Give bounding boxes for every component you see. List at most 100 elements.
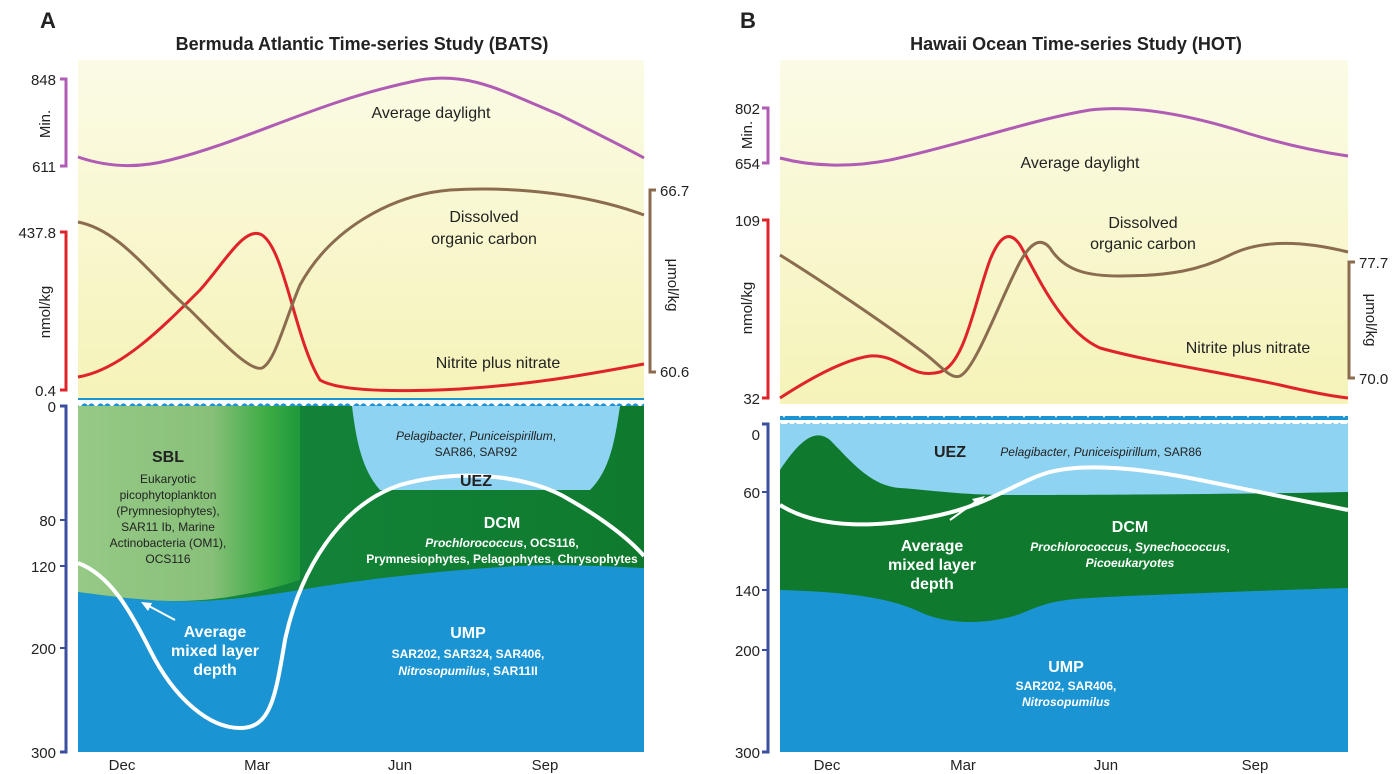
panel-b: B Hawaii Ocean Time-series Study (HOT) 8… [735,8,1388,774]
sbl-zone-label: SBL Eukaryotic picophytoplankton (Prymne… [110,449,227,566]
svg-text:picophytoplankton: picophytoplankton [120,488,217,502]
month-label: Sep [1242,757,1269,774]
nitrate-max-tick: 437.8 [18,225,56,242]
svg-text:Actinobacteria (OM1),: Actinobacteria (OM1), [110,536,227,550]
depth-axis: 0 80 120 200 300 [31,399,68,762]
svg-text:depth: depth [910,576,954,593]
ocean-section [778,416,1349,752]
month-axis: Dec Mar Jun Sep [109,757,559,774]
svg-text:Pelagibacter, Puniceispirillum: Pelagibacter, Puniceispirillum, [396,429,556,443]
uez-zone-label: UEZ Pelagibacter, Puniceispirillum, SAR8… [934,444,1202,461]
nitrate-axis-label: nmol/kg [739,282,756,335]
svg-text:Nitrosopumilus: Nitrosopumilus [1022,695,1110,709]
nitrate-axis: 109 32 nmol/kg [735,213,770,408]
doc-axis-label: μmol/kg [664,259,681,312]
svg-text:(Prymnesiophytes),: (Prymnesiophytes), [116,504,219,518]
depth-tick-2: 140 [735,583,760,600]
panel-title: Bermuda Atlantic Time-series Study (BATS… [176,34,549,54]
svg-text:DCM: DCM [1112,519,1148,536]
doc-curve-label-line2: organic carbon [431,231,537,248]
svg-text:Picoeukaryotes: Picoeukaryotes [1086,556,1175,570]
mixed-layer-depth-curve [77,473,646,731]
top-chart-background [78,60,644,398]
doc-curve-label-line2: organic carbon [1090,236,1196,253]
dcm-zone-label: DCM Prochlorococcus, OCS116, Prymnesioph… [366,515,638,566]
svg-text:UMP: UMP [1048,659,1084,676]
svg-text:DCM: DCM [484,515,520,532]
svg-text:depth: depth [193,662,237,679]
depth-tick-1: 60 [743,485,760,502]
svg-text:SBL: SBL [152,449,184,466]
svg-text:Prochlorococcus, OCS116,: Prochlorococcus, OCS116, [425,536,578,550]
daylight-axis: 848 611 Min. [31,72,68,176]
svg-text:SAR86, SAR92: SAR86, SAR92 [435,445,518,459]
nitrate-min-tick: 0.4 [35,383,56,400]
svg-text:Average: Average [901,538,964,555]
depth-tick-4: 300 [735,745,760,762]
depth-tick-4: 300 [31,745,56,762]
doc-curve [77,187,645,370]
depth-tick-2: 120 [31,559,56,576]
svg-text:SAR202, SAR406,: SAR202, SAR406, [1016,679,1117,693]
ocean-section [77,398,646,752]
daylight-curve-label: Average daylight [1021,155,1140,172]
svg-text:mixed layer: mixed layer [171,643,259,660]
panel-a: A Bermuda Atlantic Time-series Study (BA… [18,8,689,774]
svg-text:UEZ: UEZ [460,473,492,490]
dcm-zone-label: DCM Prochlorococcus, Synechococcus, Pico… [1030,519,1229,570]
top-chart-background [780,60,1348,404]
month-label: Dec [109,757,136,774]
daylight-min-tick: 611 [32,159,56,176]
doc-min-tick: 60.6 [660,364,689,381]
doc-axis-label: μmol/kg [1362,294,1379,347]
doc-curve-label-line1: Dissolved [1108,215,1177,232]
depth-axis: 0 60 140 200 300 [735,422,770,762]
mld-label: Average mixed layer depth [171,624,259,679]
panel-title: Hawaii Ocean Time-series Study (HOT) [910,34,1242,54]
month-label: Sep [532,757,559,774]
month-label: Jun [388,757,412,774]
svg-text:Prymnesiophytes, Pelagophytes,: Prymnesiophytes, Pelagophytes, Chrysophy… [366,552,638,566]
ump-zone-label: UMP SAR202, SAR324, SAR406, Nitrosopumil… [392,625,545,678]
daylight-curve [779,107,1349,167]
svg-text:Prochlorococcus, Synechococcus: Prochlorococcus, Synechococcus, [1030,540,1229,554]
month-label: Dec [814,757,841,774]
nitrate-min-tick: 32 [743,391,760,408]
doc-max-tick: 77.7 [1359,255,1388,272]
panel-letter: B [740,8,756,33]
uez-zone-label: Pelagibacter, Puniceispirillum, SAR86, S… [396,429,556,490]
depth-tick-3: 200 [31,641,56,658]
nitrate-curve-label: Nitrite plus nitrate [1186,340,1311,357]
svg-text:Eukaryotic: Eukaryotic [140,472,196,486]
depth-tick-0: 0 [48,399,56,416]
svg-text:SAR202, SAR324, SAR406,: SAR202, SAR324, SAR406, [392,647,545,661]
nitrate-curve-label: Nitrite plus nitrate [436,355,561,372]
daylight-max-tick: 802 [735,101,760,118]
month-axis: Dec Mar Jun Sep [814,757,1269,774]
svg-text:UMP: UMP [450,625,486,642]
svg-text:Nitrosopumilus, SAR11II: Nitrosopumilus, SAR11II [398,664,537,678]
depth-tick-1: 80 [39,513,56,530]
nitrate-axis-label: nmol/kg [37,286,54,339]
depth-tick-0: 0 [752,427,760,444]
daylight-curve-label: Average daylight [372,105,491,122]
month-label: Mar [950,757,976,774]
svg-text:SAR11 Ib, Marine: SAR11 Ib, Marine [121,520,215,534]
mld-label: Average mixed layer depth [888,538,976,593]
svg-text:OCS116: OCS116 [145,552,190,566]
doc-axis: 77.7 70.0 μmol/kg [1347,255,1388,388]
svg-text:UEZ: UEZ [934,444,966,461]
month-label: Mar [244,757,270,774]
depth-tick-3: 200 [735,643,760,660]
daylight-axis-label: Min. [37,110,54,138]
svg-text:Average: Average [184,624,247,641]
daylight-curve [77,76,645,168]
daylight-axis-label: Min. [739,121,756,149]
doc-axis: 66.7 60.6 μmol/kg [648,183,689,381]
doc-min-tick: 70.0 [1359,371,1388,388]
svg-text:mixed layer: mixed layer [888,557,976,574]
svg-text:Pelagibacter, Puniceispirillum: Pelagibacter, Puniceispirillum, SAR86 [1000,445,1202,459]
month-label: Jun [1094,757,1118,774]
panel-letter: A [40,8,56,33]
nitrate-axis: 437.8 0.4 nmol/kg [18,225,68,400]
